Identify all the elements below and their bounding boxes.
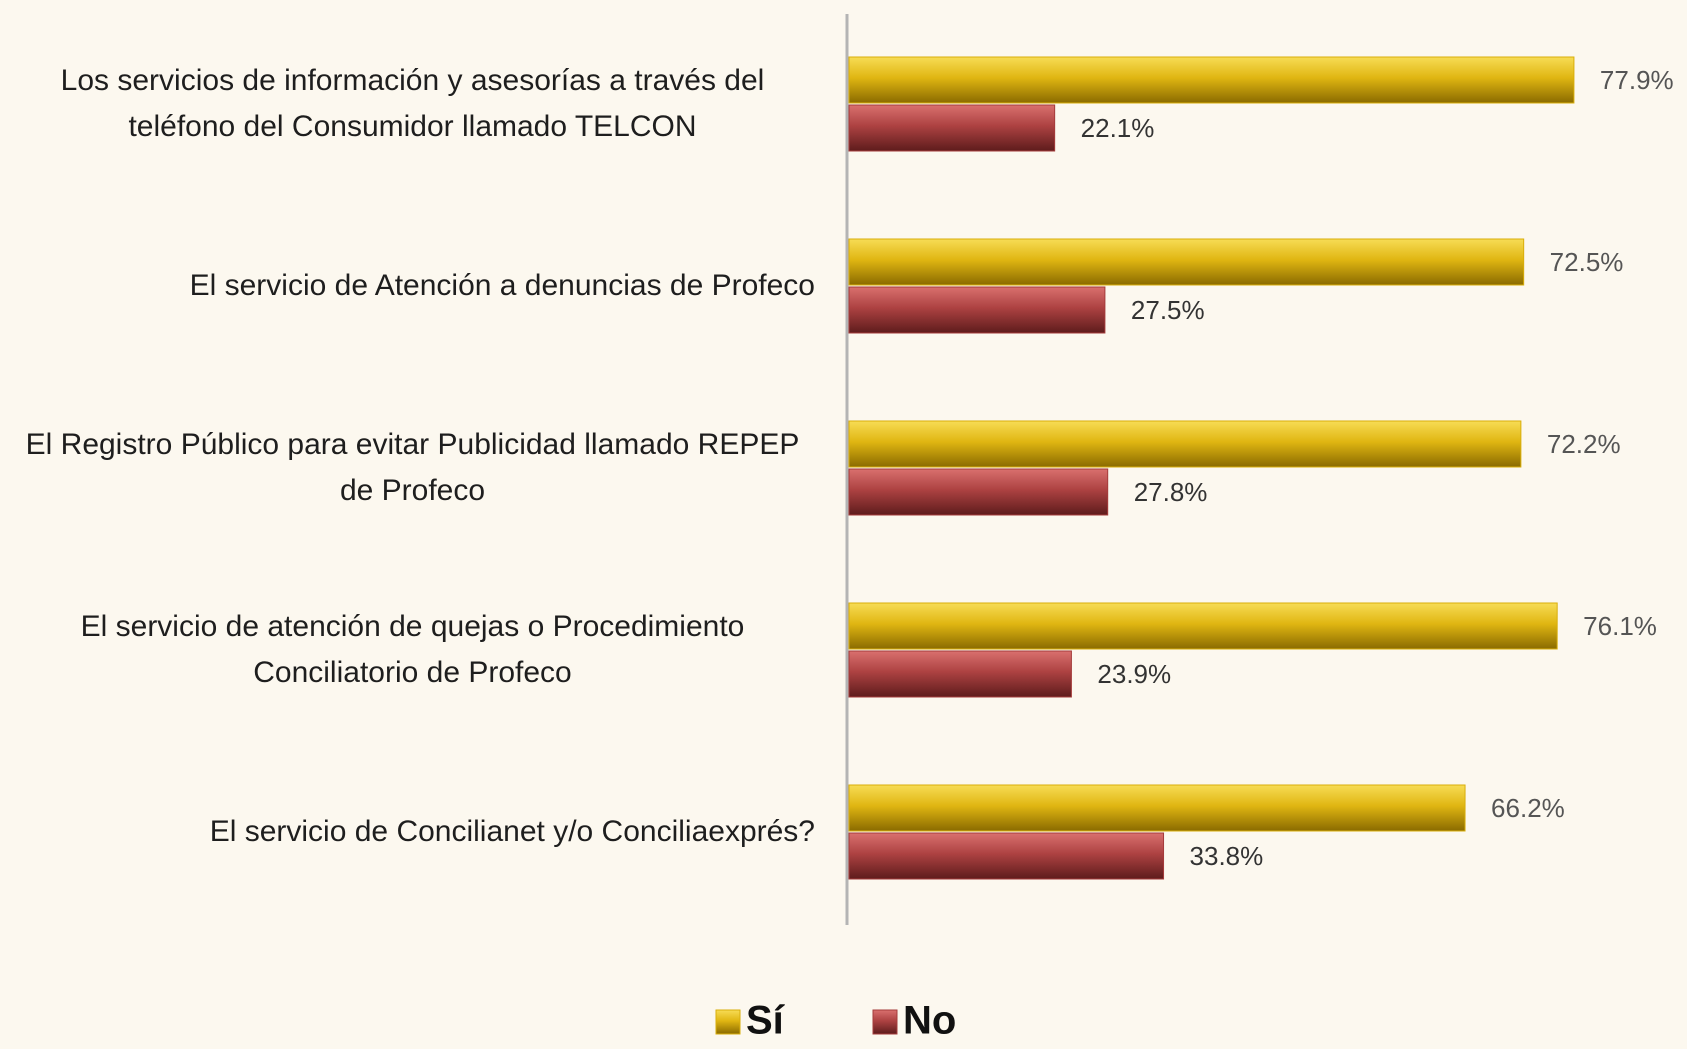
category-label: Los servicios de información y asesorías… [10,44,815,164]
category-text: El Registro Público para evitar Publicid… [25,428,800,507]
category-label: El servicio de atención de quejas o Proc… [10,590,815,710]
value-label: 27.8% [1134,477,1208,507]
legend-swatch [715,1009,741,1035]
bar [848,238,1525,286]
value-label: 66.2% [1491,793,1565,823]
category-text: El servicio de Atención a denuncias de P… [189,269,815,302]
category-label: El servicio de Concilianet y/o Conciliae… [10,772,815,892]
bar [848,286,1106,334]
bar [848,56,1575,104]
category-text: El servicio de Concilianet y/o Conciliae… [209,815,815,848]
value-label: 72.2% [1547,429,1621,459]
category-text: El servicio de atención de quejas o Proc… [80,610,745,689]
value-label: 33.8% [1190,841,1264,871]
bar [848,602,1558,650]
value-label: 27.5% [1131,295,1205,325]
category-label: El servicio de Atención a denuncias de P… [10,226,815,346]
category-text: Los servicios de información y asesorías… [60,64,765,143]
bar [848,420,1522,468]
value-label: 22.1% [1081,113,1155,143]
bar [848,650,1072,698]
legend-label: Sí [746,999,786,1043]
bar [848,104,1056,152]
value-label: 77.9% [1600,65,1674,95]
bar [848,784,1466,832]
legend-swatch [872,1009,898,1035]
legend-label: No [903,999,956,1043]
bar [848,468,1109,516]
value-label: 76.1% [1583,611,1657,641]
value-label: 72.5% [1550,247,1624,277]
category-label: El Registro Público para evitar Publicid… [10,408,815,528]
bar [848,832,1165,880]
value-label: 23.9% [1097,659,1171,689]
